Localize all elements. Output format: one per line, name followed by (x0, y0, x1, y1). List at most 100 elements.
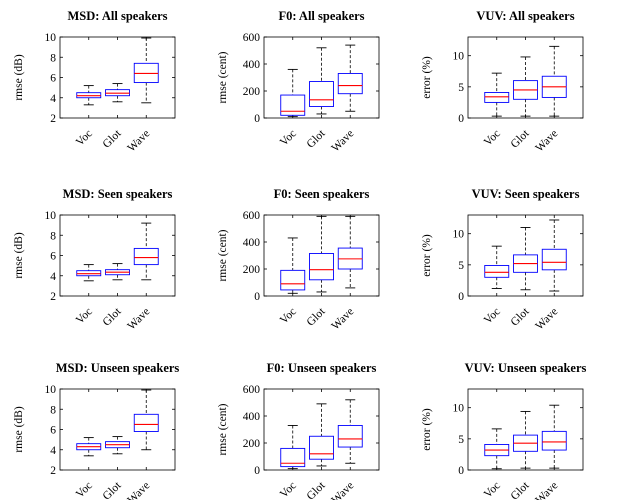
box-iqr (280, 94, 306, 116)
x-category-label: Wave (534, 128, 561, 155)
x-category-label: Wave (534, 480, 561, 500)
box-iqr (280, 447, 306, 468)
box-iqr (133, 413, 159, 432)
box-iqr (541, 430, 567, 451)
y-tick-label: 10 (45, 384, 57, 396)
box-iqr (484, 92, 510, 103)
y-tick-label: 4 (50, 93, 56, 105)
y-tick-label: 4 (50, 271, 56, 283)
y-tick-label: 200 (243, 438, 261, 450)
x-category-label: Voc (482, 306, 503, 327)
y-tick-label: 600 (243, 210, 261, 222)
box-iqr (337, 425, 363, 448)
y-tick-label: 8 (50, 52, 56, 64)
chart-title: MSD: Unseen speakers (56, 361, 180, 375)
y-axis-label: rmse (cent) (217, 51, 229, 103)
y-tick-label: 4 (50, 445, 56, 457)
y-tick-label: 6 (50, 251, 56, 263)
y-tick-label: 0 (254, 291, 260, 303)
y-tick-label: 10 (45, 32, 57, 44)
y-tick-label: 400 (243, 411, 261, 423)
chart-title: VUV: Unseen speakers (465, 361, 587, 375)
box-iqr (309, 435, 334, 460)
x-category-label: Glot (101, 127, 125, 151)
x-category-label: Voc (482, 128, 503, 149)
x-category-label: Glot (101, 305, 125, 329)
y-axis-label: rmse (cent) (217, 403, 229, 455)
x-category-label: Voc (278, 128, 299, 149)
chart-title: F0: Unseen speakers (267, 361, 377, 375)
x-category-label: Glot (305, 479, 329, 500)
x-category-label: Wave (126, 480, 153, 500)
y-axis-label: rmse (dB) (13, 54, 25, 100)
x-category-label: Voc (74, 480, 95, 500)
box-iqr (541, 248, 567, 271)
box-iqr (484, 265, 510, 278)
x-category-label: Wave (126, 306, 153, 333)
chart-title: MSD: All speakers (68, 9, 168, 23)
y-tick-label: 8 (50, 404, 56, 416)
y-tick-label: 8 (50, 230, 56, 242)
x-category-label: Wave (534, 306, 561, 333)
y-axis-label: rmse (dB) (13, 232, 25, 278)
y-axis-label: rmse (dB) (13, 406, 25, 452)
x-category-label: Wave (330, 480, 357, 500)
x-category-label: Glot (305, 305, 329, 329)
y-tick-label: 5 (458, 82, 464, 94)
chart-panel: F0: Unseen speakers rmse (cent) 0 200 400 600… (217, 361, 380, 500)
chart-panel: VUV: Seen speakers error (%) 0 5 10 Voc Glot Wa… (421, 187, 584, 333)
y-tick-label: 6 (50, 73, 56, 85)
y-tick-label: 200 (243, 86, 261, 98)
y-tick-label: 0 (254, 465, 260, 477)
y-axis-label: error (%) (421, 234, 433, 277)
x-category-label: Wave (126, 128, 153, 155)
x-category-label: Glot (101, 479, 125, 500)
y-tick-label: 400 (243, 59, 261, 71)
x-category-label: Voc (278, 480, 299, 500)
y-tick-label: 10 (453, 229, 465, 241)
x-category-label: Glot (509, 305, 533, 329)
x-category-label: Glot (509, 127, 533, 151)
y-tick-label: 600 (243, 384, 261, 396)
x-category-label: Voc (278, 306, 299, 327)
chart-panel: F0: All speakers rmse (cent) 0 200 400 600 Voc… (217, 9, 380, 154)
chart-panel: MSD: Seen speakers rmse (dB) 2 4 6 8 10 Voc Glot… (13, 187, 176, 333)
x-category-label: Wave (330, 306, 357, 333)
x-category-label: Voc (74, 128, 95, 149)
x-category-label: Glot (509, 479, 533, 500)
y-tick-label: 0 (458, 113, 464, 125)
y-tick-label: 10 (45, 210, 57, 222)
y-axis-label: rmse (cent) (217, 229, 229, 281)
chart-title: MSD: Seen speakers (63, 187, 173, 201)
x-category-label: Voc (482, 480, 503, 500)
chart-panel: VUV: Unseen speakers error (%) 0 5 10 Voc Glot… (421, 361, 587, 500)
y-tick-label: 6 (50, 425, 56, 437)
y-tick-label: 0 (458, 465, 464, 477)
y-tick-label: 0 (458, 291, 464, 303)
axes-frame (59, 214, 176, 297)
box-iqr (309, 81, 334, 107)
box-iqr (309, 253, 334, 281)
box-iqr (337, 72, 363, 95)
y-tick-label: 5 (458, 260, 464, 272)
y-tick-label: 2 (50, 291, 56, 303)
y-tick-label: 200 (243, 264, 261, 276)
chart-title: VUV: Seen speakers (472, 187, 580, 201)
chart-panel: VUV: All speakers error (%) 0 5 10 Voc Glot Wav… (421, 9, 584, 155)
x-category-label: Voc (74, 306, 95, 327)
chart-panel: MSD: Unseen speakers rmse (dB) 2 4 6 8 10 Voc Gl… (13, 361, 179, 500)
chart-title: F0: Seen speakers (274, 187, 370, 201)
axes-frame (59, 36, 176, 119)
y-tick-label: 400 (243, 237, 261, 249)
y-axis-label: error (%) (421, 56, 433, 99)
x-category-label: Glot (305, 127, 329, 151)
box-iqr (280, 269, 306, 291)
y-tick-label: 10 (453, 403, 465, 415)
chart-panel: F0: Seen speakers rmse (cent) 0 200 400 600 Vo… (217, 187, 380, 333)
chart-title: F0: All speakers (278, 9, 364, 23)
axes-frame (59, 388, 176, 471)
y-tick-label: 2 (50, 465, 56, 477)
chart-panel: MSD: All speakers rmse (dB) 2 4 6 8 10 Voc Glot W… (13, 9, 176, 155)
y-tick-label: 0 (254, 113, 260, 125)
